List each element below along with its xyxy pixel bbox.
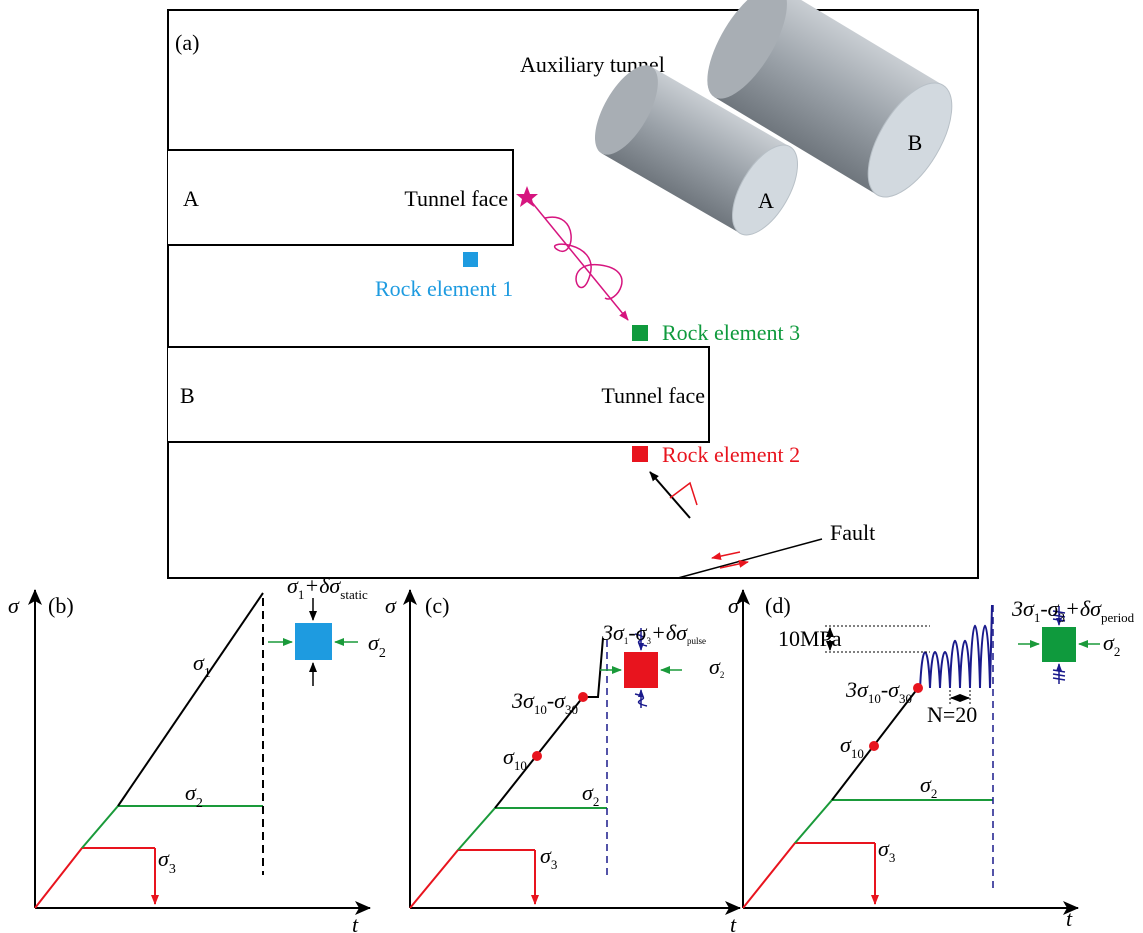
rock-element xyxy=(295,623,332,660)
subscript: 3 xyxy=(169,862,176,877)
subscript: 30 xyxy=(899,691,912,706)
fault-line xyxy=(678,539,822,578)
panel-label: (d) xyxy=(765,593,791,618)
tunnel-face-label: Tunnel face xyxy=(404,186,508,211)
symbol: -σ xyxy=(1040,596,1059,621)
symbol: -σ xyxy=(547,688,566,713)
cylinder-label: A xyxy=(758,188,774,213)
subscript: 2 xyxy=(720,670,725,680)
subscript: pulse xyxy=(687,636,706,646)
symbol: 3σ xyxy=(845,677,869,702)
panel-label: (b) xyxy=(48,593,74,618)
math-label: σ10 xyxy=(840,732,864,761)
math-label: σ2 xyxy=(582,780,599,809)
tunnel-label: A xyxy=(183,186,199,211)
subscript: 2 xyxy=(1114,644,1121,659)
axis-label: t xyxy=(1066,906,1073,931)
math-label: σ2 xyxy=(368,630,386,661)
sigma2-curve xyxy=(795,800,993,843)
subscript: 3 xyxy=(551,857,558,872)
tunnel-face-label: Tunnel face xyxy=(601,383,705,408)
sigma3-curve xyxy=(743,843,875,908)
math-label: σ3 xyxy=(158,846,176,877)
rock-element-label: Rock element 3 xyxy=(662,320,800,345)
panel-d: σ (d) t 10MPa N=20 xyxy=(728,590,1100,931)
cycles-label: N=20 xyxy=(927,702,977,727)
symbol: 3σ xyxy=(601,620,625,645)
point xyxy=(913,683,923,693)
math-label: 3σ1-σ3+δσperiod xyxy=(1011,596,1135,625)
slip-arrow xyxy=(712,552,740,558)
math-label: σ1 xyxy=(193,650,211,681)
rock-element-label: Rock element 1 xyxy=(375,276,513,301)
subscript: 10 xyxy=(868,691,881,706)
panel-a: (a) Auxiliary tunnel B A A Tunnel face B… xyxy=(168,0,978,578)
sigma3-curve xyxy=(410,850,535,908)
sigma1-curve xyxy=(118,593,263,806)
sigma2-curve xyxy=(458,808,607,850)
math-label: σ3 xyxy=(878,836,895,865)
subscript: 10 xyxy=(534,702,547,717)
fault-arrow xyxy=(650,472,690,518)
symbol: +δσ xyxy=(1065,596,1102,621)
cyclic-mark xyxy=(1053,670,1065,680)
cyclic-load xyxy=(918,605,992,690)
figure: (a) Auxiliary tunnel B A A Tunnel face B… xyxy=(0,0,1143,933)
symbol: 3σ xyxy=(1011,596,1035,621)
panel-b: σ (b) t xyxy=(8,590,370,933)
panel-label: (a) xyxy=(175,30,199,55)
subscript: 30 xyxy=(565,702,578,717)
math-label: σ2 xyxy=(920,772,937,801)
sigma3-curve xyxy=(35,848,155,908)
math-label: σ10 xyxy=(503,744,527,773)
source-star xyxy=(516,186,538,207)
symbol: -σ xyxy=(881,677,900,702)
pulse xyxy=(670,483,697,505)
math-label: σ2 xyxy=(1103,630,1120,659)
rock-element-1 xyxy=(463,252,478,267)
rock-element-2 xyxy=(632,446,648,462)
math-label: 3σ1-σ3+δσpulse xyxy=(601,620,706,646)
point xyxy=(532,751,542,761)
subscript: period xyxy=(1101,610,1135,625)
symbol: +δσ xyxy=(304,573,341,598)
subscript: 2 xyxy=(593,794,600,809)
subscript: 10 xyxy=(851,746,864,761)
rock-element xyxy=(624,652,658,688)
cylinder-label: B xyxy=(908,130,923,155)
symbol: +δσ xyxy=(651,620,688,645)
symbol: 3σ xyxy=(511,688,535,713)
rock-element-3 xyxy=(632,325,648,341)
tunnel-label: B xyxy=(180,383,195,408)
math-label: σ2 xyxy=(709,654,724,680)
pulse xyxy=(635,694,647,706)
point xyxy=(869,741,879,751)
axis-label: σ xyxy=(8,593,20,618)
subscript: static xyxy=(340,587,368,602)
subscript: 10 xyxy=(514,758,527,773)
subscript: 3 xyxy=(889,850,896,865)
subscript: 1 xyxy=(204,666,211,681)
symbol: -σ xyxy=(628,620,647,645)
fault-label: Fault xyxy=(830,520,875,545)
point xyxy=(578,692,588,702)
subscript: 2 xyxy=(196,796,203,811)
axis-label: t xyxy=(730,912,737,933)
axis-label: σ xyxy=(385,593,397,618)
rock-element xyxy=(1042,627,1076,662)
wave xyxy=(545,217,622,299)
axis-label: σ xyxy=(728,593,740,618)
panel-label: (c) xyxy=(425,593,449,618)
wave-arrow xyxy=(530,200,628,320)
sigma2-curve xyxy=(82,806,263,848)
rock-element-label: Rock element 2 xyxy=(662,442,800,467)
subscript: 2 xyxy=(931,786,938,801)
math-label: σ3 xyxy=(540,843,557,872)
subscript: 2 xyxy=(379,646,386,661)
axis-label: t xyxy=(352,912,359,933)
amplitude-label: 10MPa xyxy=(778,626,842,651)
math-label: 3σ10-σ30 xyxy=(845,677,912,706)
math-label: 3σ10-σ30 xyxy=(511,688,578,717)
